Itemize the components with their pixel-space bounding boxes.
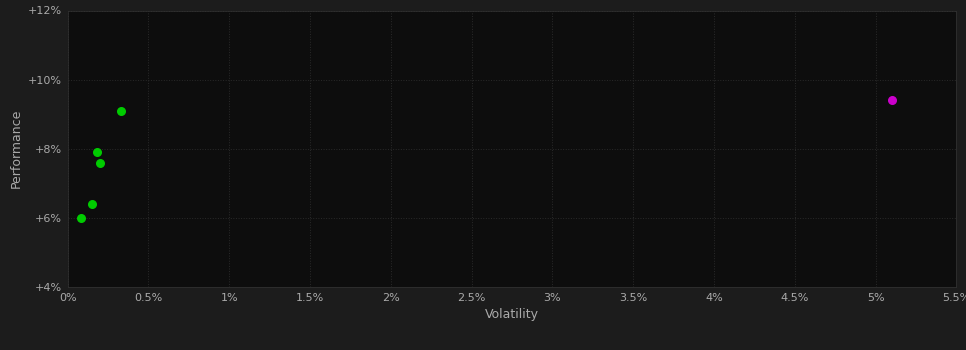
Y-axis label: Performance: Performance — [10, 109, 22, 188]
Point — [89, 149, 104, 155]
Point — [113, 108, 128, 113]
Point — [72, 215, 88, 221]
Point — [84, 201, 99, 207]
X-axis label: Volatility: Volatility — [485, 308, 539, 321]
Point — [92, 160, 107, 166]
Point — [884, 98, 899, 103]
